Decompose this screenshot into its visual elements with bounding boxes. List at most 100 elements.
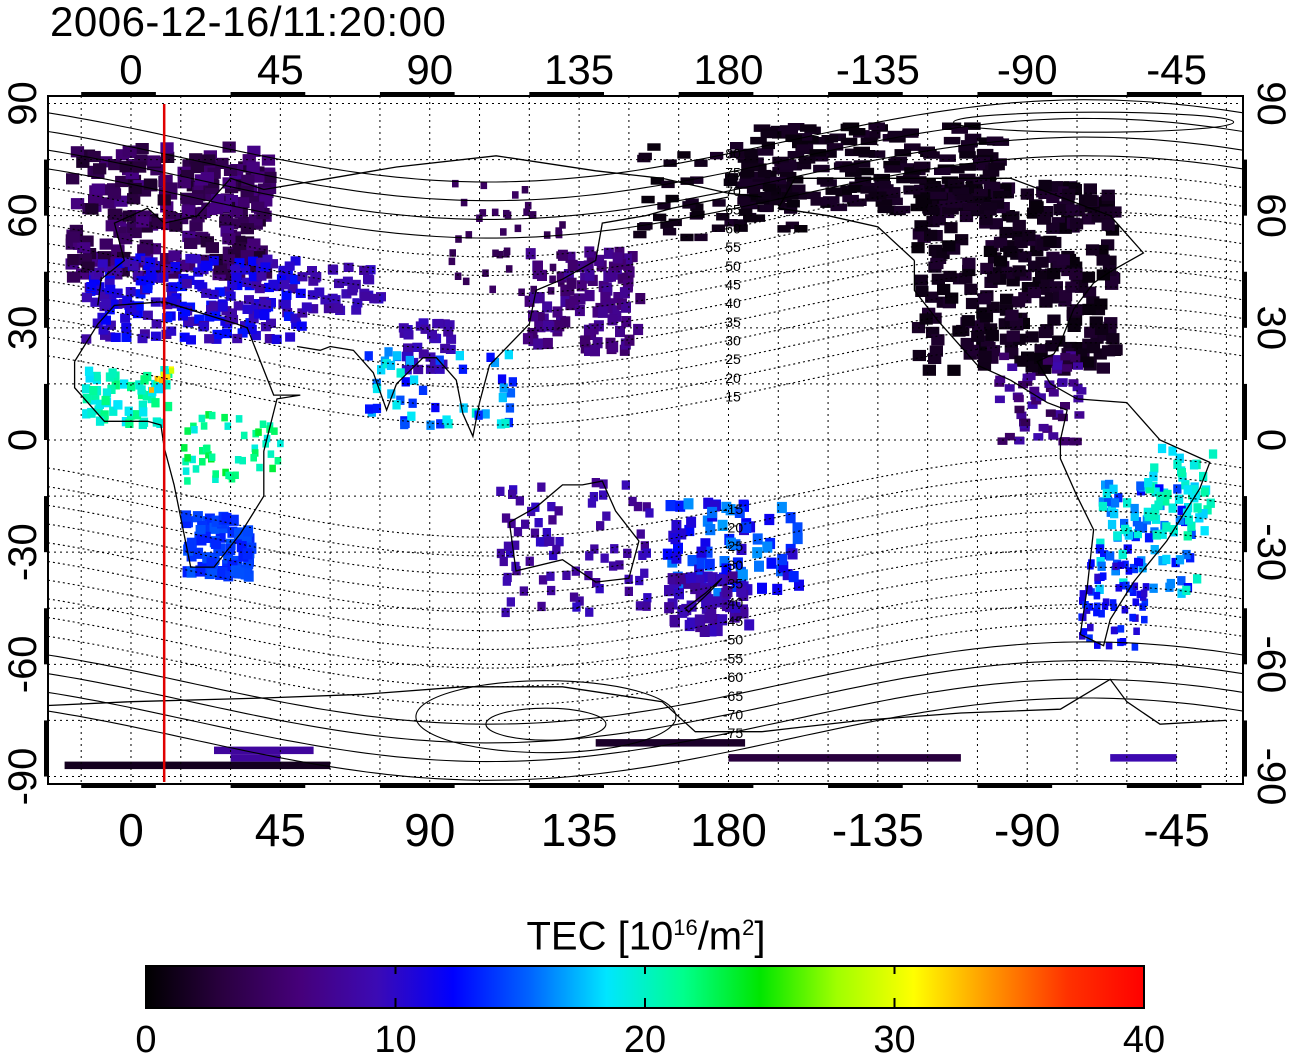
frame-tick: [1243, 608, 1247, 665]
frame-tick: [529, 784, 605, 788]
contour-label: 75: [725, 164, 741, 180]
frame-tick: [977, 784, 1053, 788]
contour-label: -25: [723, 538, 743, 554]
contour-label: 45: [725, 276, 741, 292]
contour-label: 65: [725, 202, 741, 218]
lon-tick-label-top: -135: [836, 46, 920, 93]
lat-tick-label-right: -60: [1249, 635, 1292, 693]
lat-tick-label-left: 60: [1, 193, 45, 238]
lon-tick-label-top: 180: [693, 46, 763, 93]
contour-label: -20: [723, 519, 743, 535]
colorbar-tick-label: 10: [374, 1019, 416, 1057]
coastline-segment: [48, 678, 1227, 733]
frame-tick: [379, 784, 455, 788]
frame-tick: [977, 92, 1053, 96]
frame-tick: [44, 383, 48, 440]
contour-label: -35: [723, 576, 743, 592]
coastline-segment: [777, 177, 1211, 647]
lon-tick-label-top: 135: [544, 46, 614, 93]
contour-label: -40: [723, 594, 743, 610]
lon-tick-label-bottom: -135: [832, 804, 924, 856]
contour-label: 30: [725, 333, 741, 349]
frame-tick: [1243, 496, 1247, 553]
contour-label: -75: [723, 725, 743, 741]
contour-label: 40: [725, 295, 741, 311]
contour-label: 80: [725, 146, 741, 162]
frame-tick: [1243, 159, 1247, 216]
frame-tick: [44, 271, 48, 328]
frame-tick: [44, 159, 48, 216]
contour-label: 15: [725, 389, 741, 405]
lat-tick-label-right: 0: [1249, 429, 1292, 451]
frame-tick: [828, 92, 903, 96]
lat-tick-label-left: 0: [1, 429, 45, 451]
frame-tick: [678, 92, 754, 96]
contour-label: -65: [723, 688, 743, 704]
coastline-segment: [684, 577, 723, 613]
latitude-labels-right: 90 60 30 0 -30 -60 -90: [1249, 81, 1292, 805]
frame-tick: [1126, 784, 1202, 788]
lat-tick-label-left: -30: [1, 523, 45, 581]
contour-label: 20: [725, 370, 741, 386]
frame-tick: [230, 92, 306, 96]
lon-tick-label-top: 0: [119, 46, 142, 93]
frame-tick: [44, 608, 48, 665]
frame-tick: [1243, 720, 1247, 777]
lon-tick-label-top: -90: [997, 46, 1058, 93]
frame-tick: [1243, 271, 1247, 328]
frame-tick: [828, 784, 903, 788]
coastline-segment: [508, 480, 640, 583]
lat-tick-label-right: 30: [1249, 306, 1292, 351]
map-plot-area: 80 75 70 65 60 55 50 45 40 35 30 25 20 15 -15 -20 -25 -30…: [48, 96, 1243, 784]
longitude-labels-bottom: 0 45 90 135 180 -135 -90 -45: [118, 804, 1210, 856]
lat-tick-label-right: 90: [1249, 81, 1292, 126]
contour-label: 70: [725, 183, 741, 199]
frame-tick: [81, 784, 156, 788]
contour-label: -55: [723, 650, 743, 666]
colorbar-tick-label: 40: [1123, 1019, 1165, 1057]
lat-tick-label-left: 90: [1, 81, 45, 126]
lat-tick-label-right: 60: [1249, 193, 1292, 238]
frame-tick: [81, 92, 156, 96]
coastline-segment: [73, 301, 301, 568]
contour-label: -50: [723, 632, 743, 648]
contour-labels: 80 75 70 65 60 55 50 45 40 35 30 25 20 15 -15 -20 -25 -30…: [723, 146, 743, 742]
frame-tick: [529, 92, 605, 96]
lon-tick-label-bottom: -90: [994, 804, 1060, 856]
lat-tick-label-right: -30: [1249, 523, 1292, 581]
contour-label: -70: [723, 706, 743, 722]
lat-tick-label-right: -90: [1249, 748, 1292, 806]
lon-tick-label-bottom: -45: [1143, 804, 1209, 856]
lon-tick-label-bottom: 180: [690, 804, 767, 856]
lon-tick-label-bottom: 0: [118, 804, 144, 856]
lon-tick-label-top: 45: [257, 46, 304, 93]
frame-tick: [44, 720, 48, 777]
frame-tick: [678, 784, 754, 788]
contour-label: 25: [725, 351, 741, 367]
contour-label: -30: [723, 557, 743, 573]
lon-tick-label-top: -45: [1146, 46, 1207, 93]
coastlines: [48, 155, 1227, 733]
latitude-labels-left: 90 60 30 0 -30 -60 -90: [1, 81, 45, 805]
contour-label: -15: [723, 501, 743, 517]
contour-label: -60: [723, 669, 743, 685]
frame-tick: [379, 92, 455, 96]
colorbar-ticks: 0 10 20 30 40: [135, 966, 1165, 1057]
colorbar-tick-label: 30: [873, 1019, 915, 1057]
frame-tick: [1126, 92, 1202, 96]
colorbar-tick-label: 0: [135, 1019, 156, 1057]
coastline-segment: [97, 155, 762, 306]
frame-tick: [44, 496, 48, 553]
contour-label: 60: [725, 220, 741, 236]
map-frame-ticks: [44, 92, 1247, 788]
contour-label: -45: [723, 613, 743, 629]
lat-tick-label-left: -60: [1, 635, 45, 693]
lat-lon-gridlines: [48, 96, 1243, 784]
lon-tick-label-bottom: 90: [404, 804, 455, 856]
magnetic-latitude-contours: [48, 99, 1243, 781]
frame-tick: [230, 784, 306, 788]
contour-label: 50: [725, 258, 741, 274]
lon-tick-label-bottom: 135: [541, 804, 618, 856]
contour-label: 55: [725, 239, 741, 255]
